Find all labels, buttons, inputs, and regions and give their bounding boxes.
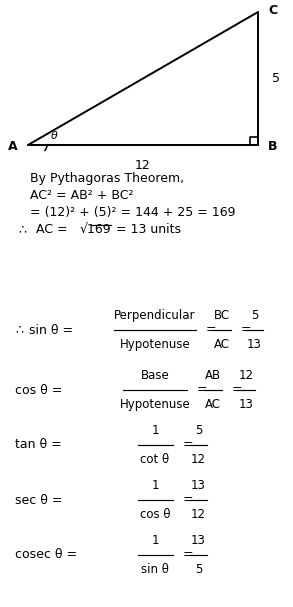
Text: =: = <box>206 324 216 336</box>
Text: Perpendicular: Perpendicular <box>114 309 196 322</box>
Text: C: C <box>268 4 277 16</box>
Text: cos θ =: cos θ = <box>15 384 62 396</box>
Text: tan θ =: tan θ = <box>15 438 62 452</box>
Text: 12: 12 <box>238 369 253 382</box>
Text: ∴: ∴ <box>18 223 26 236</box>
Text: sec θ =: sec θ = <box>15 493 62 506</box>
Text: ∴: ∴ <box>15 324 23 336</box>
Text: 13: 13 <box>239 398 253 411</box>
Text: A: A <box>8 140 18 152</box>
Text: =: = <box>232 384 242 396</box>
Text: BC: BC <box>214 309 230 322</box>
Text: By Pythagoras Theorem,: By Pythagoras Theorem, <box>30 172 184 185</box>
Text: sin θ: sin θ <box>141 563 169 576</box>
Text: 1: 1 <box>151 534 159 547</box>
Text: Base: Base <box>141 369 169 382</box>
Text: =: = <box>183 493 193 506</box>
Text: AC =: AC = <box>36 223 68 236</box>
Text: 12: 12 <box>135 159 151 172</box>
Text: =: = <box>183 549 193 561</box>
Text: 12: 12 <box>191 508 206 521</box>
Text: AC² = AB² + BC²: AC² = AB² + BC² <box>30 189 134 202</box>
Text: cos θ: cos θ <box>140 508 170 521</box>
Text: 1: 1 <box>151 424 159 437</box>
Text: cot θ: cot θ <box>140 453 170 466</box>
Text: 1: 1 <box>151 479 159 492</box>
Text: AC: AC <box>205 398 221 411</box>
Text: AB: AB <box>205 369 221 382</box>
Text: = (12)² + (5)² = 144 + 25 = 169: = (12)² + (5)² = 144 + 25 = 169 <box>30 206 236 219</box>
Text: Hypotenuse: Hypotenuse <box>120 338 190 351</box>
Text: θ: θ <box>51 131 57 141</box>
Text: 5: 5 <box>195 424 202 437</box>
Text: Hypotenuse: Hypotenuse <box>120 398 190 411</box>
Text: 13: 13 <box>191 479 206 492</box>
Text: =: = <box>241 324 251 336</box>
Text: =: = <box>197 384 208 396</box>
Text: 13: 13 <box>191 534 206 547</box>
Text: cosec θ =: cosec θ = <box>15 549 77 561</box>
Text: =: = <box>183 438 193 452</box>
Text: 5: 5 <box>195 563 202 576</box>
Text: 5: 5 <box>251 309 258 322</box>
Text: 13: 13 <box>247 338 262 351</box>
Text: 5: 5 <box>272 72 280 85</box>
Text: sin θ =: sin θ = <box>29 324 73 336</box>
Text: 12: 12 <box>191 453 206 466</box>
Text: AC: AC <box>214 338 230 351</box>
Text: √169: √169 <box>80 223 112 236</box>
Text: B: B <box>268 140 277 152</box>
Text: = 13 units: = 13 units <box>116 223 181 236</box>
